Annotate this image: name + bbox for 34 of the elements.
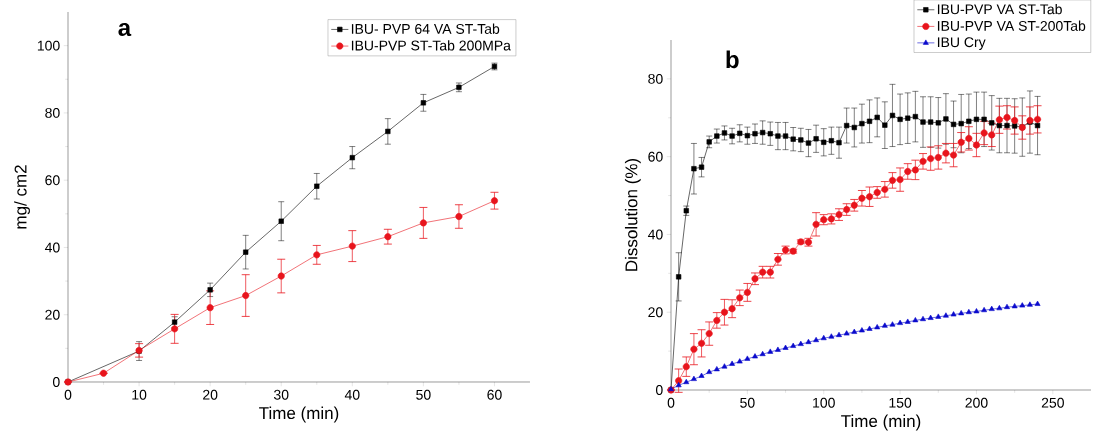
x-axis-title: Time (min) bbox=[259, 406, 339, 423]
x-axis-title: Time (min) bbox=[841, 414, 921, 431]
x-tick-label: 250 bbox=[1041, 397, 1064, 408]
annotation: a bbox=[118, 22, 132, 37]
x-tick-label: 100 bbox=[813, 397, 835, 408]
y-tick-label: 20 bbox=[45, 309, 60, 320]
legend-label: IBU Cry bbox=[937, 37, 986, 50]
y-tick-label: 80 bbox=[45, 107, 60, 118]
x-tick-label: 0 bbox=[667, 397, 675, 408]
x-tick-label: 50 bbox=[416, 389, 431, 400]
x-tick-label: 0 bbox=[64, 389, 72, 400]
y-axis-title: mg/ cm2 bbox=[14, 165, 30, 229]
x-tick-label: 40 bbox=[344, 389, 360, 400]
legend-label: IBU-PVP VA ST-200Tab bbox=[937, 20, 1086, 31]
y-tick-label: 0 bbox=[52, 377, 60, 387]
y-tick-label: 60 bbox=[45, 175, 60, 186]
legend-label: IBU- PVP 64 VA ST-Tab bbox=[351, 23, 500, 34]
x-tick-label: 150 bbox=[889, 397, 912, 408]
legend-label: IBU-PVP ST-Tab 200MPa bbox=[351, 40, 511, 51]
y-tick-label: 20 bbox=[648, 307, 663, 318]
y-tick-label: 100 bbox=[37, 40, 60, 51]
annotation: b bbox=[726, 50, 739, 69]
x-tick-label: 60 bbox=[487, 389, 502, 400]
y-tick-label: 80 bbox=[648, 73, 663, 84]
x-tick-label: 30 bbox=[273, 389, 289, 400]
y-tick-label: 40 bbox=[647, 229, 663, 240]
x-tick-label: 200 bbox=[965, 397, 988, 408]
y-tick-label: 60 bbox=[648, 151, 663, 162]
y-tick-label: 40 bbox=[44, 242, 60, 253]
x-tick-label: 20 bbox=[203, 389, 218, 400]
x-tick-label: 50 bbox=[740, 397, 755, 408]
legend-label: IBU-PVP VA ST-Tab bbox=[937, 3, 1062, 15]
y-axis-title: Dissolution (%) bbox=[624, 158, 641, 271]
x-tick-label: 10 bbox=[132, 389, 147, 400]
